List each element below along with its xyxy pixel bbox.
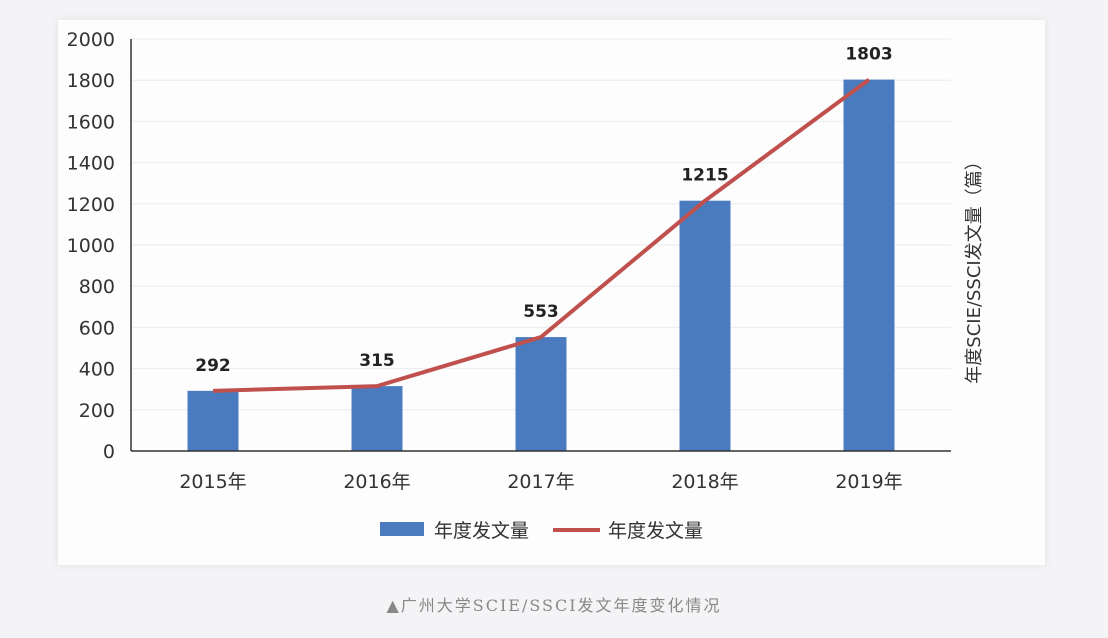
y-tick-label: 800 xyxy=(79,276,115,298)
y-tick-label: 1800 xyxy=(67,70,115,92)
data-label: 292 xyxy=(195,356,231,376)
y-tick-label: 1200 xyxy=(67,194,115,216)
gridlines xyxy=(131,38,951,411)
bar xyxy=(843,79,895,451)
x-tick-label: 2015年 xyxy=(179,471,246,493)
legend-bar-label: 年度发文量 xyxy=(434,520,529,542)
data-labels: 292 315 553 1215 1803 xyxy=(195,45,892,376)
y-tick-label: 1000 xyxy=(67,235,115,257)
y-tick-label: 600 xyxy=(79,317,115,339)
data-label: 1215 xyxy=(681,166,728,186)
bar-series xyxy=(187,79,895,451)
data-label: 315 xyxy=(359,351,395,371)
data-label: 553 xyxy=(523,302,559,322)
bar xyxy=(351,386,403,451)
x-axis-ticks: 2015年 2016年 2017年 2018年 2019年 xyxy=(179,471,902,493)
y-tick-label: 0 xyxy=(103,441,115,463)
combo-chart: 0 200 400 600 800 1000 1200 1400 1600 1800 2000 29… xyxy=(67,29,985,542)
legend-bar-swatch xyxy=(380,522,424,536)
y-tick-label: 1600 xyxy=(67,111,115,133)
x-tick-label: 2019年 xyxy=(835,471,902,493)
legend-line-label: 年度发文量 xyxy=(608,520,703,542)
legend: 年度发文量 年度发文量 xyxy=(380,520,703,542)
x-tick-label: 2017年 xyxy=(507,471,574,493)
chart-card: 0 200 400 600 800 1000 1200 1400 1600 1800 2000 29… xyxy=(58,20,1045,565)
y-tick-label: 400 xyxy=(79,359,115,381)
x-tick-label: 2016年 xyxy=(343,471,410,493)
y-axis-ticks: 0 200 400 600 800 1000 1200 1400 1600 1800 2000 xyxy=(67,29,115,463)
figure-caption: ▲广州大学SCIE/SSCI发文年度变化情况 xyxy=(386,596,722,615)
bar xyxy=(515,337,567,451)
x-tick-label: 2018年 xyxy=(671,471,738,493)
y-tick-label: 1400 xyxy=(67,153,115,175)
line-series xyxy=(212,77,871,393)
data-label: 1803 xyxy=(845,45,892,65)
y-tick-label: 200 xyxy=(79,400,115,422)
bar xyxy=(679,200,731,451)
y-tick-label: 2000 xyxy=(67,29,115,51)
y-axis-label: 年度SCIE/SSCI发文量（篇） xyxy=(964,152,985,383)
bar xyxy=(187,390,239,451)
